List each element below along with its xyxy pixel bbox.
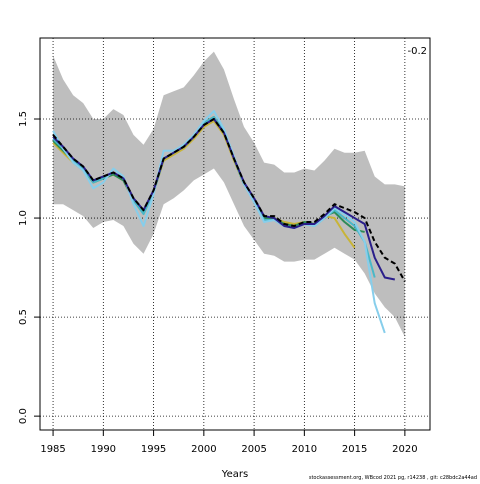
plot-frame [39,37,431,431]
x-tick-label: 1995 [141,444,166,455]
y-tick-label: 1.0 [18,210,29,226]
y-tick-label: 1.5 [18,111,29,127]
x-tick-label: 2020 [392,444,417,455]
y-tick-label: 0.5 [18,309,29,325]
series-line [52,118,406,282]
x-tick-label: 2005 [241,444,266,455]
x-tick-label: 1985 [40,444,65,455]
x-tick-label: 2015 [342,444,367,455]
footer: stockassessment.org, WBcod 2021 pg, r142… [309,475,477,480]
x-tick-label: 2000 [191,444,216,455]
series-line [52,118,396,281]
x-tick-label: 2010 [292,444,317,455]
x-axis-label: Years [221,469,248,480]
annotation: -0.2 [407,46,427,57]
x-tick-label: 1990 [91,444,116,455]
confidence-band [53,51,405,337]
y-tick-label: 0.0 [18,408,29,424]
